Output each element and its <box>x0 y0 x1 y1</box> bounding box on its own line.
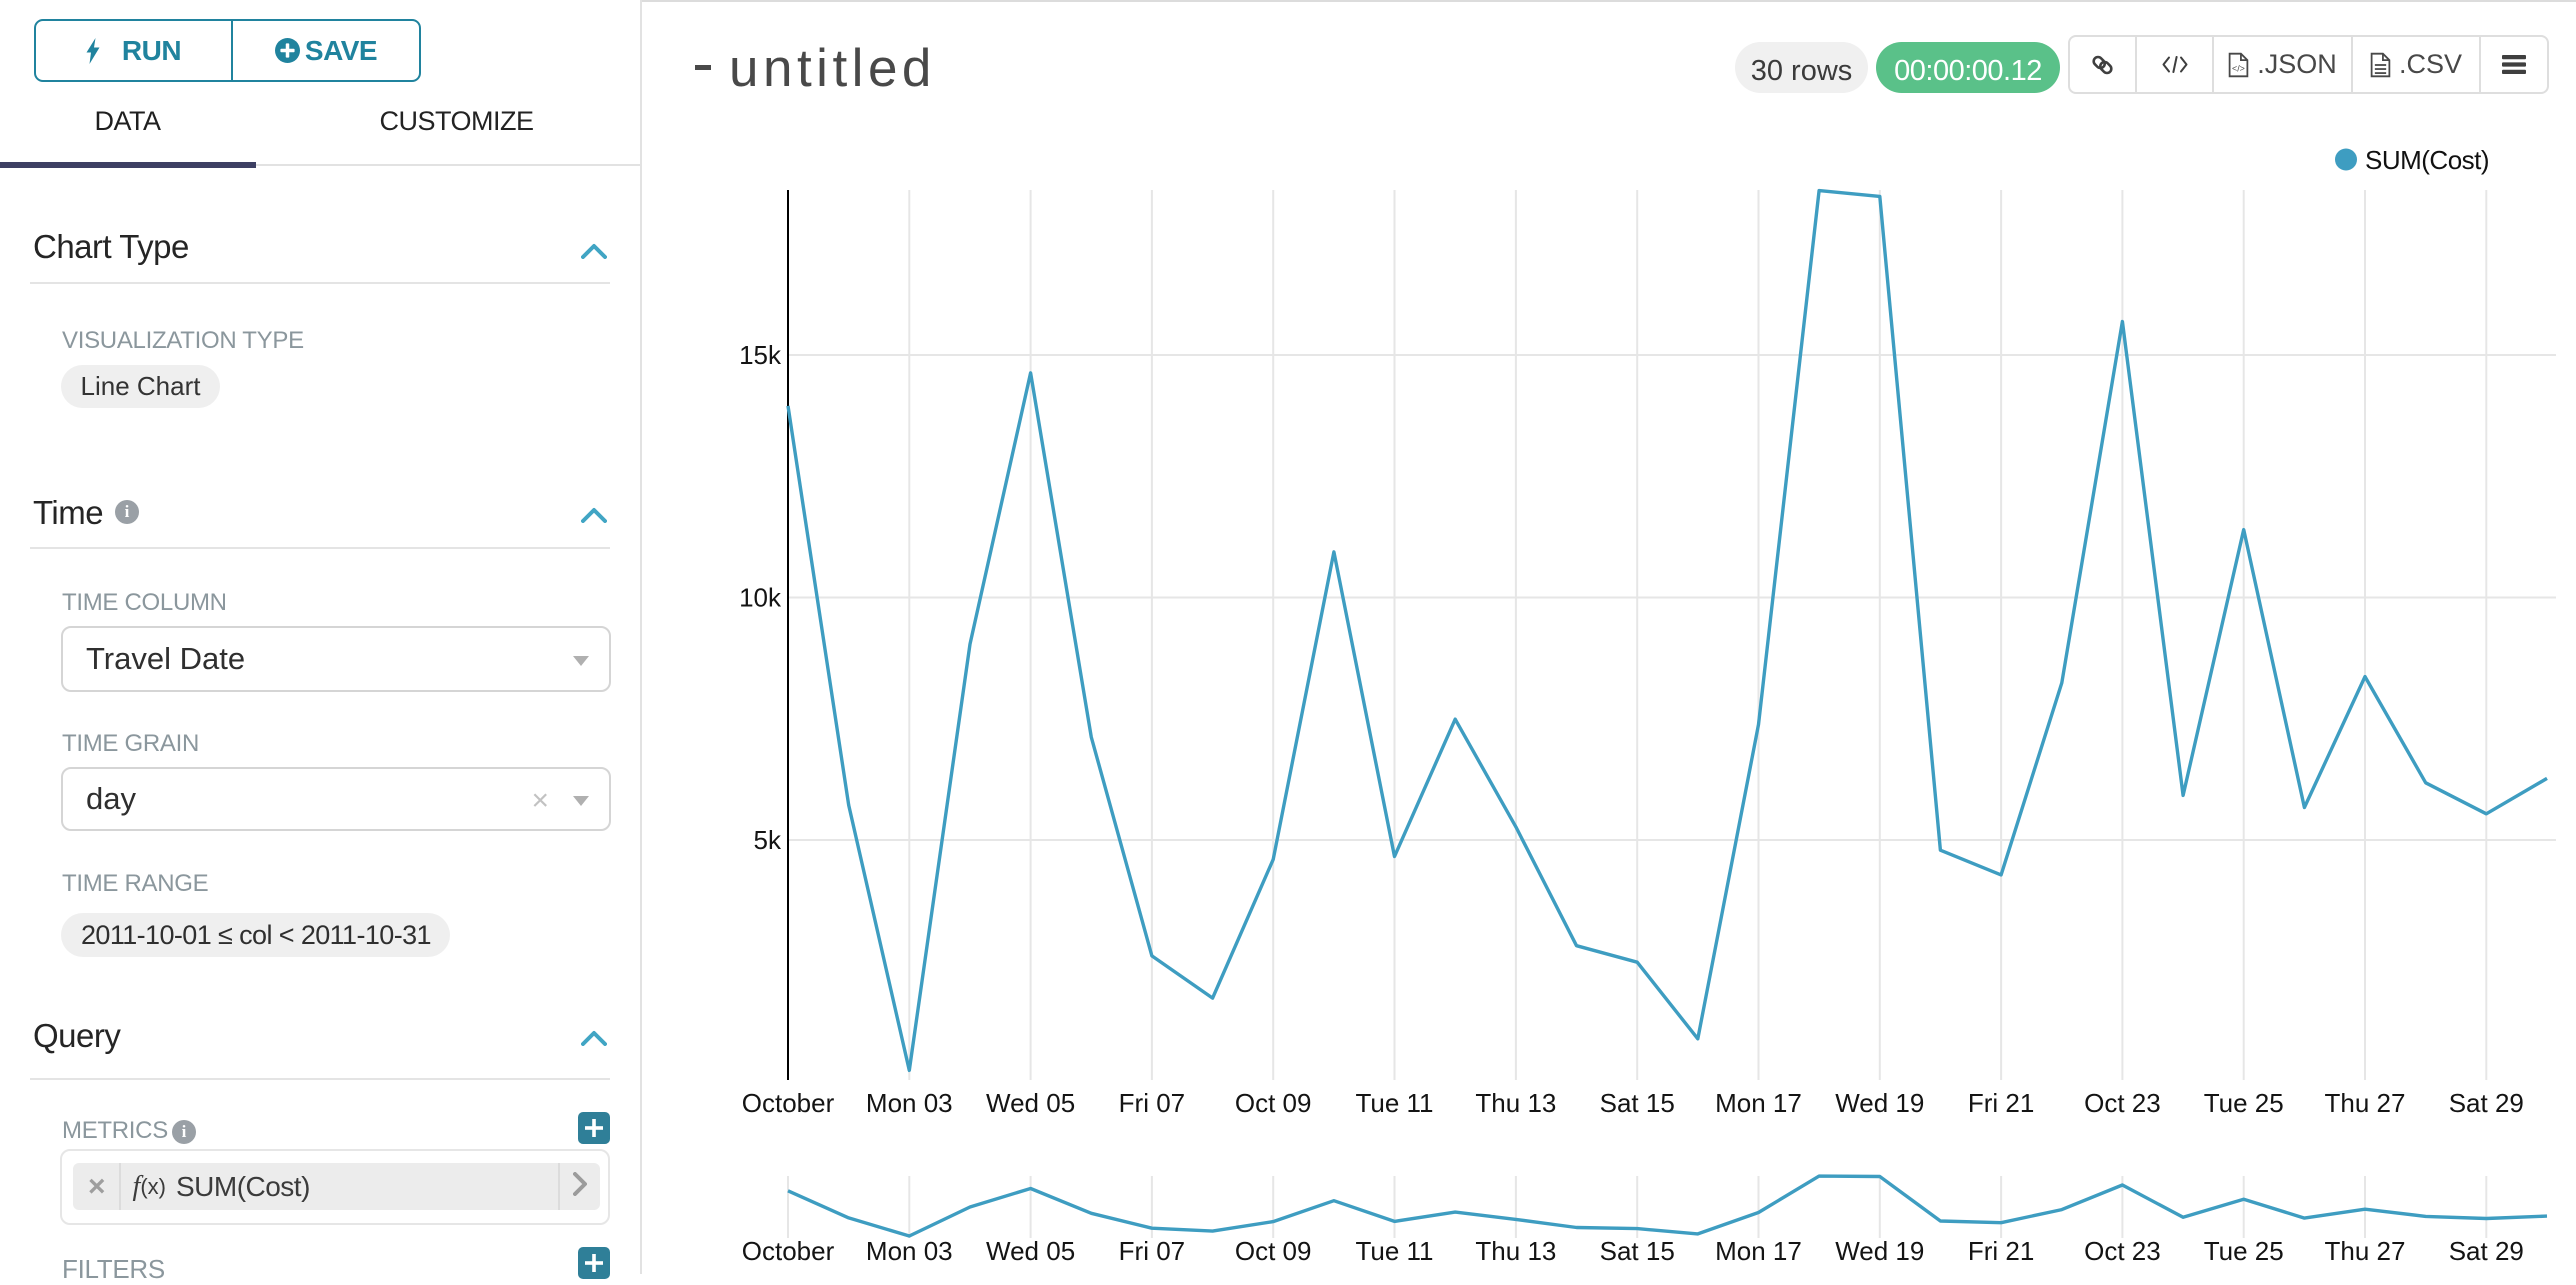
svg-text:Mon 03: Mon 03 <box>866 1236 953 1266</box>
svg-text:Thu 13: Thu 13 <box>1475 1088 1556 1118</box>
svg-text:Wed 05: Wed 05 <box>986 1236 1075 1266</box>
svg-text:Sat 29: Sat 29 <box>2449 1088 2524 1118</box>
svg-text:5k: 5k <box>754 825 782 855</box>
svg-text:Sat 15: Sat 15 <box>1600 1088 1675 1118</box>
svg-text:</>: </> <box>2232 63 2245 73</box>
svg-text:10k: 10k <box>739 583 782 613</box>
svg-text:Mon 17: Mon 17 <box>1715 1236 1802 1266</box>
svg-text:Tue 11: Tue 11 <box>1355 1236 1433 1266</box>
svg-text:Oct 09: Oct 09 <box>1235 1236 1312 1266</box>
svg-text:Thu 13: Thu 13 <box>1475 1236 1556 1266</box>
svg-text:Oct 09: Oct 09 <box>1235 1088 1312 1118</box>
svg-text:Tue 11: Tue 11 <box>1355 1088 1433 1118</box>
svg-text:Wed 19: Wed 19 <box>1835 1088 1924 1118</box>
svg-text:Thu 27: Thu 27 <box>2325 1088 2406 1118</box>
svg-text:Tue 25: Tue 25 <box>2204 1088 2284 1118</box>
svg-text:Tue 25: Tue 25 <box>2204 1236 2284 1266</box>
svg-text:Oct 23: Oct 23 <box>2084 1236 2161 1266</box>
svg-text:Fri 21: Fri 21 <box>1968 1236 2034 1266</box>
svg-text:October: October <box>742 1236 835 1266</box>
svg-text:Oct 23: Oct 23 <box>2084 1088 2161 1118</box>
svg-text:Wed 05: Wed 05 <box>986 1088 1075 1118</box>
svg-text:October: October <box>742 1088 835 1118</box>
svg-text:Thu 27: Thu 27 <box>2325 1236 2406 1266</box>
svg-text:Sat 29: Sat 29 <box>2449 1236 2524 1266</box>
svg-text:Sat 15: Sat 15 <box>1600 1236 1675 1266</box>
svg-text:Wed 19: Wed 19 <box>1835 1236 1924 1266</box>
svg-text:15k: 15k <box>739 340 782 370</box>
svg-text:Mon 03: Mon 03 <box>866 1088 953 1118</box>
svg-text:Fri 21: Fri 21 <box>1968 1088 2034 1118</box>
svg-text:SUM(Cost): SUM(Cost) <box>2365 145 2489 175</box>
svg-text:Mon 17: Mon 17 <box>1715 1088 1802 1118</box>
svg-text:Fri 07: Fri 07 <box>1119 1236 1185 1266</box>
svg-text:Fri 07: Fri 07 <box>1119 1088 1185 1118</box>
